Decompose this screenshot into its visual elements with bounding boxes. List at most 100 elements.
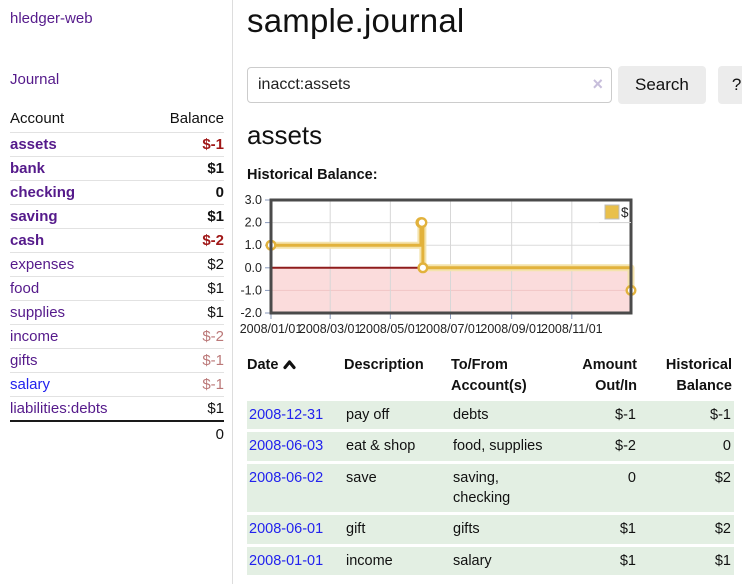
amount-cell: $-2 bbox=[566, 432, 639, 461]
amount-cell: $-1 bbox=[566, 401, 639, 430]
register-date-link[interactable]: 2008-06-01 bbox=[249, 521, 324, 538]
legend-swatch-icon bbox=[604, 204, 620, 220]
register-row: 2008-06-02 save saving, checking 0 $2 bbox=[247, 463, 734, 513]
register-row: 2008-01-01 income salary $1 $1 bbox=[247, 546, 734, 575]
account-link-liabilities-debts[interactable]: liabilities:debts bbox=[10, 400, 108, 417]
plot-border bbox=[269, 198, 633, 315]
x-tick-label: 2008/07/01 bbox=[419, 322, 482, 336]
historical-balance-chart[interactable]: 2008/01/01 2008/03/01 2008/05/01 2008/07/01… bbox=[239, 192, 641, 344]
register-date-link[interactable]: 2008-06-03 bbox=[249, 438, 324, 455]
register-date-link[interactable]: 2008-12-31 bbox=[249, 407, 324, 424]
account-link-supplies[interactable]: supplies bbox=[10, 304, 66, 321]
clear-search-icon[interactable]: × bbox=[592, 74, 603, 94]
y-tick-label: 0.0 bbox=[245, 261, 262, 275]
date-cell: 2008-06-01 bbox=[247, 515, 344, 544]
register-column-header-balance[interactable]: Historical Balance bbox=[639, 354, 734, 398]
account-link-food[interactable]: food bbox=[10, 280, 40, 297]
description-cell: income bbox=[344, 546, 451, 575]
description-cell: pay off bbox=[344, 401, 451, 430]
main-content: sample.journal × Search ? assets Histori… bbox=[233, 0, 742, 584]
register-column-header-date[interactable]: Date bbox=[247, 354, 344, 398]
account-heading: assets bbox=[247, 120, 323, 150]
sidebar-item-journal[interactable]: Journal bbox=[10, 71, 60, 88]
account-row: food $1 bbox=[10, 276, 224, 301]
amount-cell: $1 bbox=[566, 515, 639, 544]
register-column-header-description[interactable]: Description bbox=[344, 354, 451, 398]
accounts-cell: debts bbox=[451, 401, 566, 430]
register-table: Date Description To/From Account(s) Amount … bbox=[247, 351, 734, 578]
legend-label: $ bbox=[621, 205, 629, 220]
account-link-income[interactable]: income bbox=[10, 328, 59, 345]
search-button[interactable]: Search bbox=[618, 66, 706, 104]
account-row: supplies $1 bbox=[10, 300, 224, 325]
balance-cell: $2 bbox=[639, 515, 734, 544]
account-link-assets[interactable]: assets bbox=[10, 136, 57, 153]
description-cell: eat & shop bbox=[344, 432, 451, 461]
date-cell: 2008-01-01 bbox=[247, 546, 344, 575]
account-link-expenses[interactable]: expenses bbox=[10, 256, 75, 273]
description-cell: gift bbox=[344, 515, 451, 544]
help-button[interactable]: ? bbox=[717, 66, 742, 104]
chart-canvas[interactable]: 2008/01/012008/03/012008/05/012008/07/01… bbox=[239, 192, 641, 344]
amount-cell: 0 bbox=[566, 463, 639, 513]
x-tick-label: 2008/11/01 bbox=[541, 322, 603, 336]
accounts-cell: saving, checking bbox=[451, 463, 566, 513]
account-row: liabilities:debts $1 bbox=[10, 396, 224, 421]
description-cell: save bbox=[344, 463, 451, 513]
column-header-label: Description bbox=[344, 357, 424, 373]
search-input[interactable] bbox=[247, 67, 612, 103]
account-link-cash[interactable]: cash bbox=[10, 232, 45, 249]
accounts-cell: food, supplies bbox=[451, 432, 566, 461]
date-cell: 2008-06-03 bbox=[247, 432, 344, 461]
column-header-label: Amount Out/In bbox=[582, 357, 637, 395]
accounts-table: Account Balance assets $-1 bank $1 checking 0… bbox=[10, 106, 224, 446]
account-row: gifts $-1 bbox=[10, 348, 224, 373]
register-column-header-accounts[interactable]: To/From Account(s) bbox=[451, 354, 566, 398]
account-row: saving $1 bbox=[10, 204, 224, 229]
date-cell: 2008-12-31 bbox=[247, 401, 344, 430]
balance-cell: $-1 bbox=[639, 401, 734, 430]
account-balance: $-2 bbox=[147, 324, 224, 349]
y-tick-label: 3.0 bbox=[245, 193, 262, 207]
y-tick-label: -1.0 bbox=[240, 283, 262, 297]
account-link-bank[interactable]: bank bbox=[10, 160, 46, 177]
column-header-label: To/From Account(s) bbox=[451, 357, 527, 395]
account-link-checking[interactable]: checking bbox=[10, 184, 76, 201]
accounts-header-row: Account Balance bbox=[10, 106, 224, 133]
date-cell: 2008-06-02 bbox=[247, 463, 344, 513]
sidebar: hledger-web Journal Account Balance asse… bbox=[0, 0, 233, 584]
account-link-salary[interactable]: salary bbox=[10, 376, 51, 393]
balance-cell: 0 bbox=[639, 432, 734, 461]
account-column-header: Account bbox=[10, 110, 65, 127]
account-row: salary $-1 bbox=[10, 372, 224, 397]
register-date-link[interactable]: 2008-06-02 bbox=[249, 469, 324, 486]
register-column-header-amount[interactable]: Amount Out/In bbox=[566, 354, 639, 398]
register-row: 2008-06-03 eat & shop food, supplies $-2 0 bbox=[247, 432, 734, 461]
balance-cell: $1 bbox=[639, 546, 734, 575]
accounts-cell: gifts bbox=[451, 515, 566, 544]
search-wrap: × bbox=[247, 67, 612, 103]
account-balance: $-1 bbox=[147, 132, 224, 157]
chart-title: Historical Balance: bbox=[247, 167, 378, 183]
accounts-total-value: 0 bbox=[147, 420, 224, 446]
data-point[interactable] bbox=[416, 217, 428, 229]
account-balance: $2 bbox=[147, 252, 224, 277]
account-row: income $-2 bbox=[10, 324, 224, 349]
register-date-link[interactable]: 2008-01-01 bbox=[249, 552, 324, 569]
register-header-row: Date Description To/From Account(s) Amount … bbox=[247, 354, 734, 398]
account-balance: $-1 bbox=[147, 372, 224, 397]
balance-column-header: Balance bbox=[169, 110, 224, 127]
account-row: cash $-2 bbox=[10, 228, 224, 253]
search-form: × Search ? bbox=[247, 66, 742, 104]
account-balance: $1 bbox=[147, 300, 224, 325]
accounts-total-row: 0 bbox=[10, 420, 224, 446]
account-link-gifts[interactable]: gifts bbox=[10, 352, 38, 369]
account-link-saving[interactable]: saving bbox=[10, 208, 58, 225]
column-header-label: Date bbox=[247, 357, 279, 373]
data-point[interactable] bbox=[417, 262, 429, 274]
brand-link[interactable]: hledger-web bbox=[10, 10, 93, 27]
amount-cell: $1 bbox=[566, 546, 639, 575]
y-tick-label: 1.0 bbox=[245, 238, 262, 252]
x-tick-label: 2008/03/01 bbox=[299, 322, 362, 336]
